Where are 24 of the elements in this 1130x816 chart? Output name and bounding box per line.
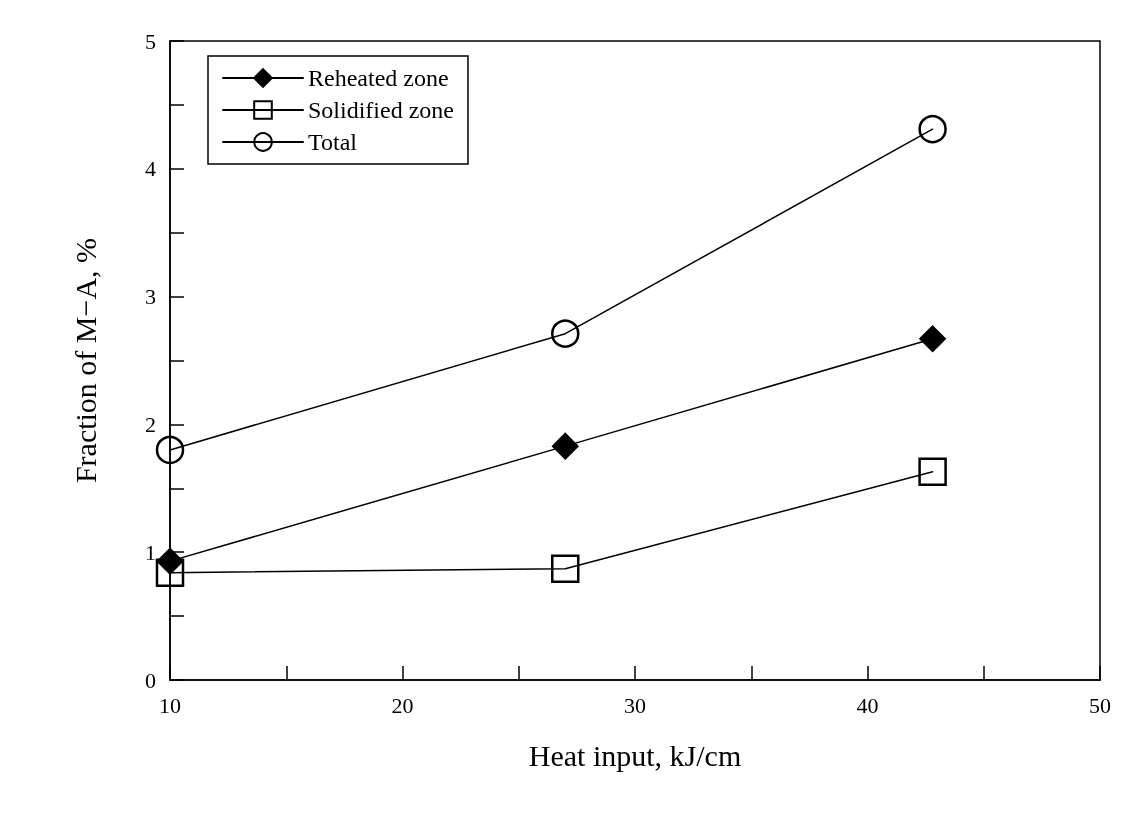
y-tick-label: 5 (145, 28, 156, 54)
legend-label: Reheated zone (308, 65, 449, 91)
x-tick-label: 30 (624, 692, 646, 718)
point (919, 325, 946, 353)
point (918, 457, 947, 486)
legend-label: Solidified zone (308, 97, 454, 123)
point (552, 432, 579, 460)
x-tick-label: 10 (159, 692, 181, 718)
x-tick-label: 50 (1089, 692, 1111, 718)
x-tick-label: 40 (856, 692, 879, 718)
y-tick-label: 4 (145, 156, 156, 182)
point (918, 114, 947, 144)
y-tick-label: 1 (145, 539, 156, 565)
y-tick-label: 0 (145, 667, 156, 693)
point (155, 435, 185, 465)
point (155, 558, 185, 587)
y-axis-title: Fraction of M−A, % (68, 237, 102, 484)
x-tick-label: 20 (391, 692, 414, 718)
point (551, 554, 580, 584)
point (551, 319, 580, 348)
legend-label: Total (308, 129, 358, 155)
y-tick-label: 2 (145, 411, 156, 437)
y-tick-label: 3 (145, 284, 156, 310)
x-axis-title: Heat input, kJ/cm (528, 738, 742, 772)
